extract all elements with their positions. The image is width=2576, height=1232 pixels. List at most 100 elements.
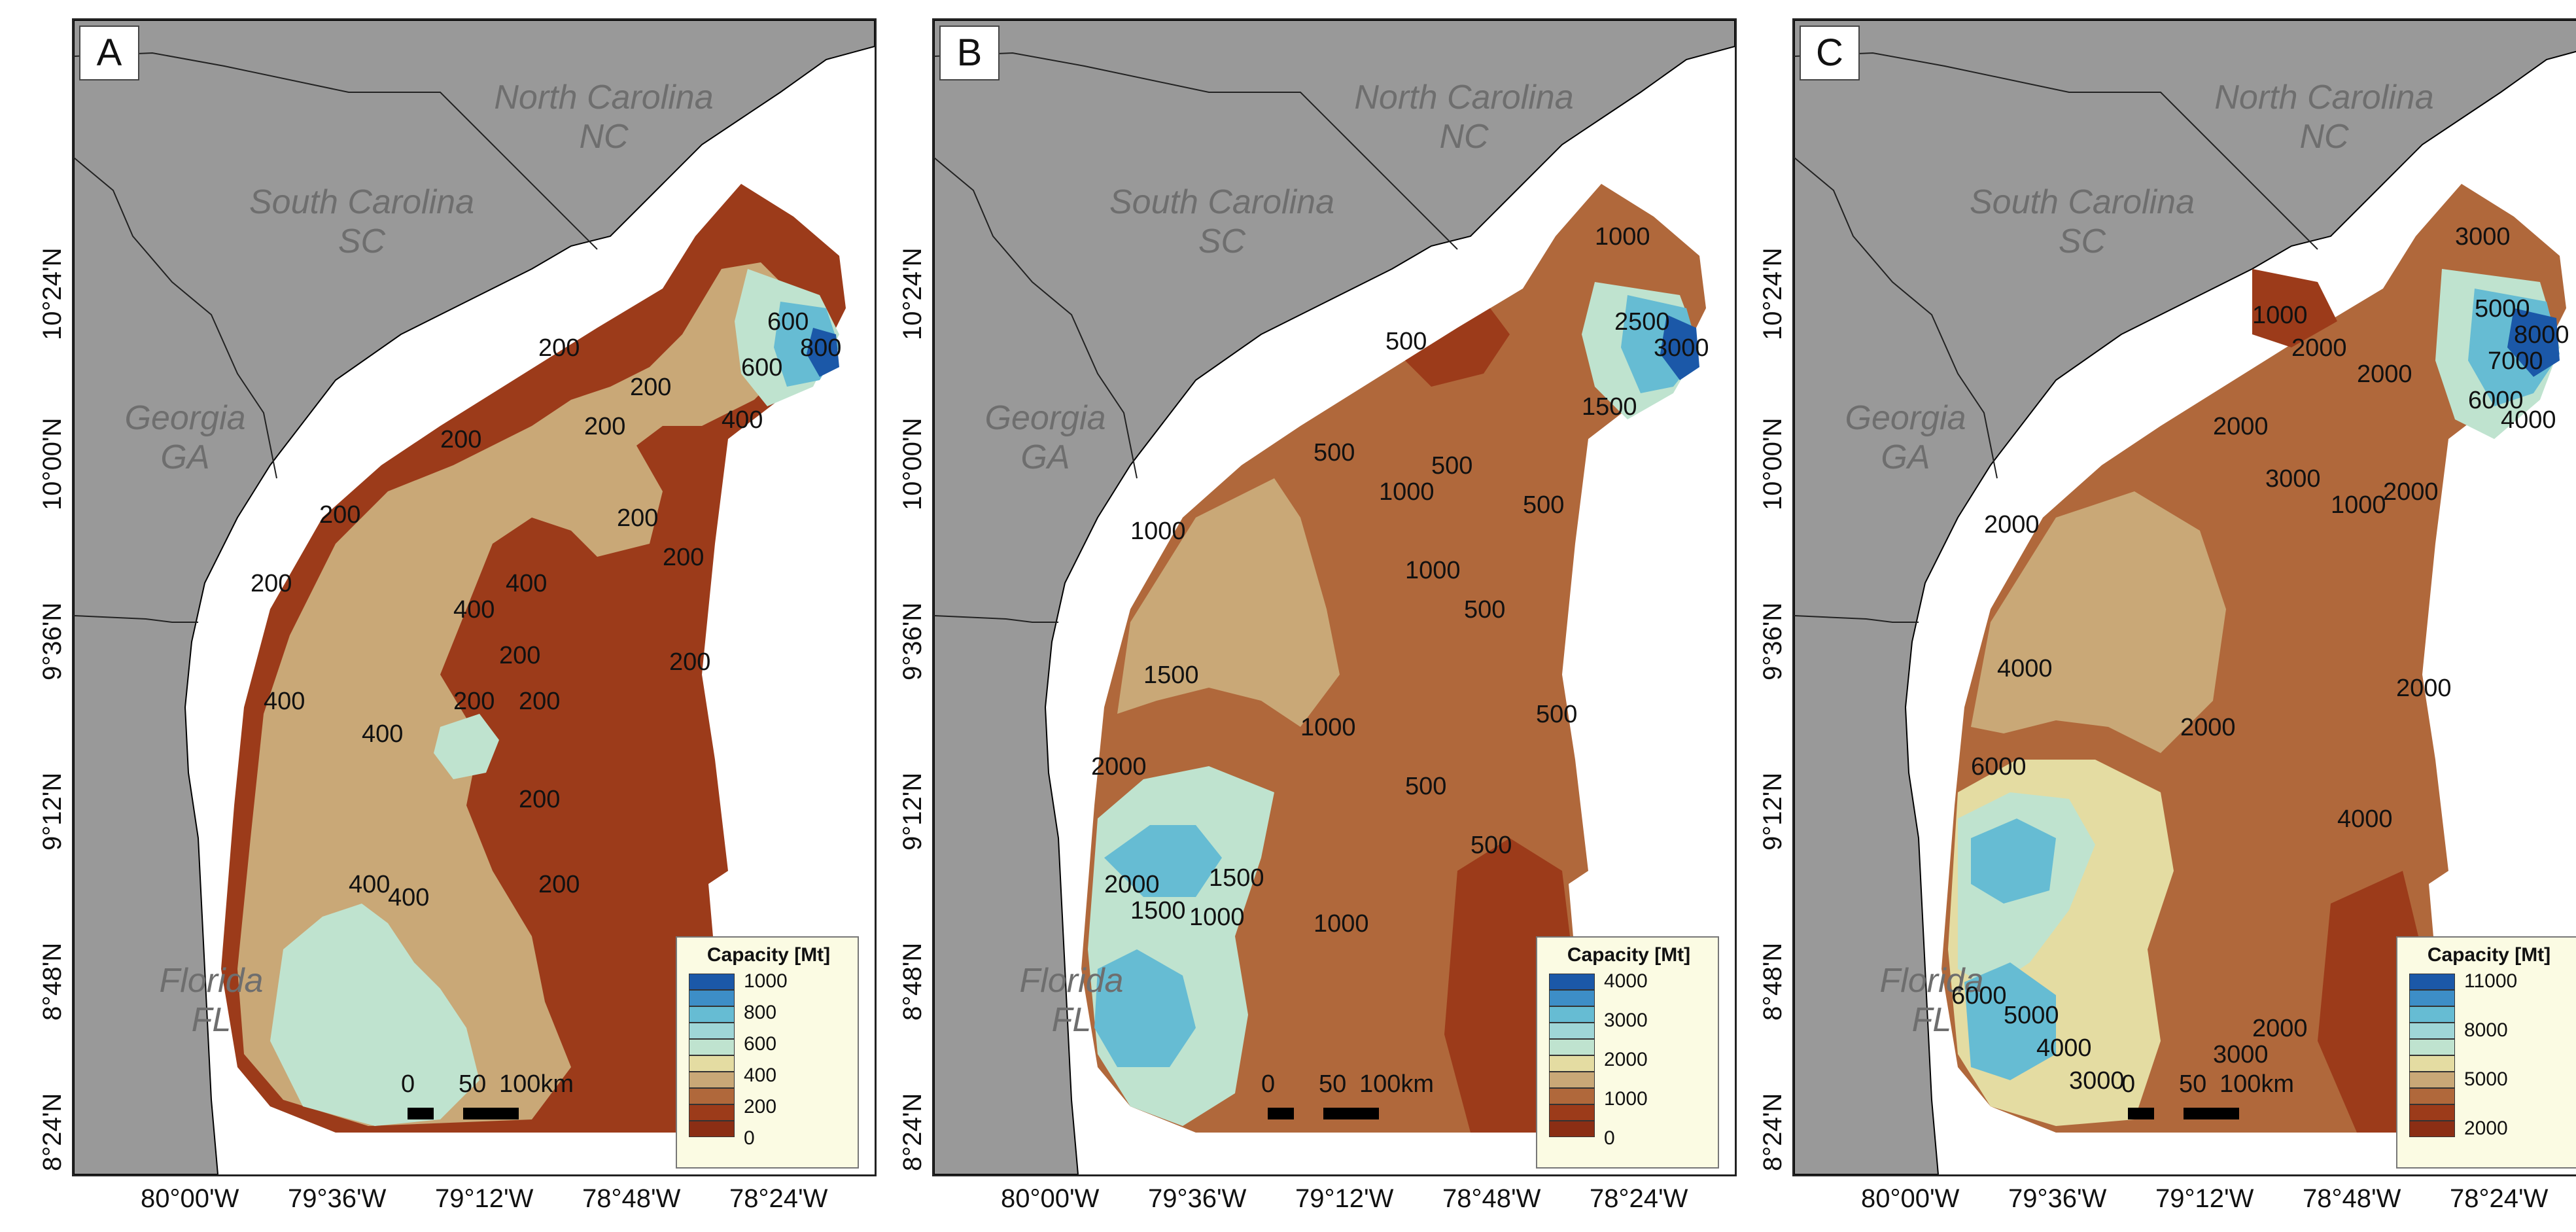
contour-label: 400 xyxy=(453,596,495,624)
scale-label-0: 0 xyxy=(1261,1070,1276,1098)
state-name: North Carolina xyxy=(1354,79,1574,116)
contour-label: 400 xyxy=(362,720,404,748)
lon-tick-label: 78°48'W xyxy=(582,1184,681,1213)
contour-label: 500 xyxy=(1314,439,1355,466)
contour-label: 500 xyxy=(1385,328,1427,355)
legend-label: 1000 xyxy=(1604,1088,1648,1110)
legend-label: 200 xyxy=(744,1096,777,1118)
state-border-nc-sc xyxy=(934,52,1458,250)
capacity-band-3000 xyxy=(1971,491,2226,753)
contour-label: 2500 xyxy=(1614,308,1670,336)
legend-swatch xyxy=(2409,990,2455,1006)
state-abbr: NC xyxy=(579,118,629,156)
contour-label: 400 xyxy=(264,688,305,715)
legend-label: 3000 xyxy=(1604,1010,1648,1031)
scale-label-100: 100km xyxy=(1359,1070,1435,1098)
contour-label: 200 xyxy=(519,688,561,715)
contour-label: 200 xyxy=(538,334,580,362)
contour-label: 4000 xyxy=(2501,406,2556,434)
legend-swatch xyxy=(689,1088,735,1104)
state-border-ga-fl xyxy=(1794,615,1919,623)
state-label-fl: Florida FL xyxy=(1834,961,2030,1040)
contour-label: 6000 xyxy=(1971,753,2027,781)
state-label-nc: North Carolina NC xyxy=(479,78,728,156)
contour-label: 1000 xyxy=(1130,518,1186,545)
capacity-band-4000 xyxy=(1660,315,1699,380)
state-abbr: FL xyxy=(1911,1001,1952,1039)
lat-tick-label: 9°12'N xyxy=(1758,772,1787,851)
capacity-band-1000 xyxy=(807,328,839,377)
legend-swatch xyxy=(689,1006,735,1023)
legend-title: Capacity [Mt] xyxy=(1567,944,1691,966)
state-name: South Carolina xyxy=(1970,183,2195,221)
legend-swatch xyxy=(1549,1104,1595,1121)
contour-label: 500 xyxy=(1431,452,1473,480)
legend-label: 4000 xyxy=(1604,970,1648,992)
contour-label: 1500 xyxy=(1209,864,1264,892)
scale-label-100: 100km xyxy=(499,1070,574,1098)
contour-label: 1500 xyxy=(1143,661,1199,689)
contour-label: 200 xyxy=(663,544,705,571)
contour-label: 400 xyxy=(506,570,548,597)
state-name: North Carolina xyxy=(494,79,714,116)
state-label-sc: South Carolina SC xyxy=(1932,183,2233,261)
lat-tick-label: 10°24'N xyxy=(1758,247,1787,340)
panel-letter: A xyxy=(79,26,139,80)
map-panel-b: B North Carolina NC South Carolina SC Geor… xyxy=(932,18,1737,1176)
legend-swatch xyxy=(2409,1006,2455,1023)
capacity-band-6000-b xyxy=(1964,962,2056,1080)
legend-label: 800 xyxy=(744,1002,777,1023)
lat-tick-label: 8°48'N xyxy=(38,942,67,1021)
contour-label: 200 xyxy=(453,688,495,715)
legend-swatch xyxy=(2409,1055,2455,1072)
state-name: Florida xyxy=(1019,962,1124,1000)
legend-label: 0 xyxy=(744,1127,755,1149)
legend-swatch xyxy=(2409,1104,2455,1121)
contour-label: 8000 xyxy=(2514,321,2569,349)
legend-title: Capacity [Mt] xyxy=(2427,944,2551,966)
contour-label: 1000 xyxy=(1595,223,1650,251)
lon-tick-label: 79°36'W xyxy=(1148,1184,1247,1213)
capacity-band-11000 xyxy=(2507,308,2560,377)
contour-label: 2000 xyxy=(2396,675,2452,702)
state-name: Florida xyxy=(1879,962,1984,1000)
state-name: North Carolina xyxy=(2214,79,2434,116)
scale-label-50: 50 xyxy=(2179,1070,2207,1098)
state-name: Florida xyxy=(159,962,264,1000)
contour-label: 500 xyxy=(1523,491,1565,519)
capacity-band-500 xyxy=(1405,308,1510,387)
lon-tick-label: 79°12'W xyxy=(1295,1184,1394,1213)
lon-tick-label: 78°48'W xyxy=(1442,1184,1541,1213)
contour-label: 2000 xyxy=(2180,714,2236,741)
contour-label: 200 xyxy=(499,642,541,669)
contour-label: 2000 xyxy=(1984,511,2040,538)
lon-tick-label: 80°00'W xyxy=(141,1184,239,1213)
contour-label: 600 xyxy=(741,354,783,381)
lat-tick-label: 10°00'N xyxy=(898,417,927,510)
lat-tick-label: 9°12'N xyxy=(898,772,927,851)
legend-swatch xyxy=(1549,1072,1595,1088)
state-name: Georgia xyxy=(1845,399,1966,437)
state-border-sc-ga xyxy=(934,157,1138,479)
legend-swatch xyxy=(689,1023,735,1039)
legend-swatch xyxy=(2409,1072,2455,1088)
scale-bar-segment xyxy=(2184,1108,2239,1119)
capacity-band-1000 xyxy=(2252,269,2337,347)
lat-tick-label: 8°24'N xyxy=(898,1093,927,1171)
legend-label: 11000 xyxy=(2464,970,2518,992)
legend-swatch xyxy=(1549,1055,1595,1072)
legend-label: 600 xyxy=(744,1033,777,1055)
state-abbr: GA xyxy=(1020,438,1070,476)
lat-tick-label: 10°24'N xyxy=(898,247,927,340)
contour-label: 200 xyxy=(617,504,659,532)
scale-label-50: 50 xyxy=(1319,1070,1347,1098)
contour-label: 4000 xyxy=(2036,1034,2092,1062)
lat-tick-label: 10°00'N xyxy=(1758,417,1787,510)
contour-label: 600 xyxy=(767,308,809,336)
lat-tick-label: 8°24'N xyxy=(1758,1093,1787,1171)
lat-tick-label: 9°36'N xyxy=(38,602,67,680)
state-border-nc-sc xyxy=(74,52,598,250)
capacity-band-400-b xyxy=(434,714,499,779)
map-panel-c: C North Carolina NC South Carolina SC Geor… xyxy=(1792,18,2576,1176)
contour-label: 500 xyxy=(1405,773,1447,800)
